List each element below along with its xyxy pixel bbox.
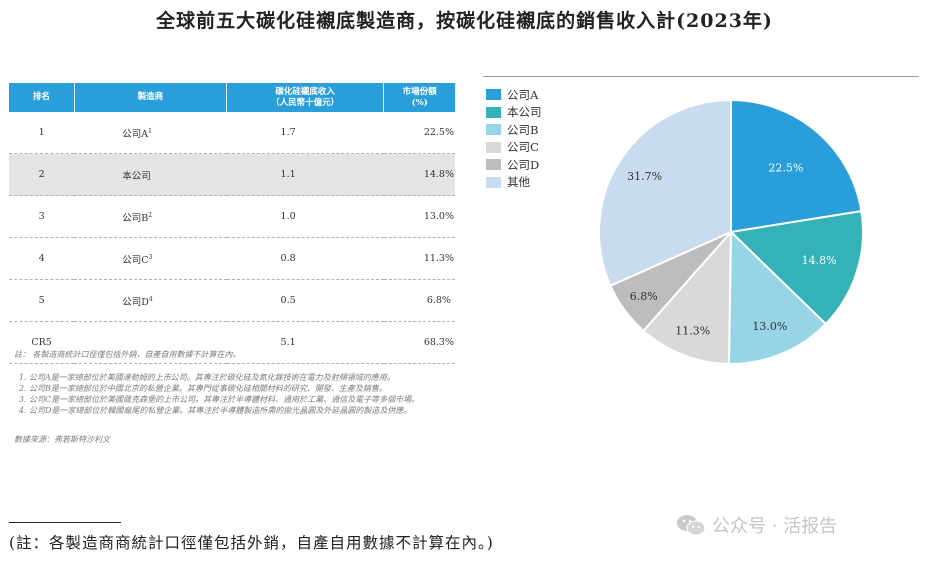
share-cell: 68.3% — [383, 321, 455, 364]
legend-label: 公司B — [507, 122, 539, 137]
pie-data-label: 6.8% — [630, 290, 658, 303]
revenue-cell: 0.5 — [226, 279, 384, 322]
share-cell: 11.3% — [383, 237, 455, 280]
legend-item: 公司B — [486, 121, 542, 139]
footnote-ref: 4 — [148, 295, 153, 303]
legend-swatch — [486, 106, 501, 118]
note-item: 公司B是一家總部位於中國北京的私營企業。其專門從事碳化硅相關材料的研究、開發、生… — [29, 383, 494, 394]
notes-intro: 註： 各製造商統計口徑僅包括外銷，自產自用數據不計算在內。 — [14, 350, 241, 359]
legend-label: 公司C — [507, 140, 539, 155]
pie-data-label: 14.8% — [802, 254, 837, 267]
legend-swatch — [486, 159, 501, 171]
rank-cell: 2 — [9, 153, 75, 196]
wechat-icon — [677, 515, 706, 536]
data-source: 數據來源：弗若斯特沙利文 — [14, 435, 110, 444]
revenue-cell: 1.7 — [226, 112, 384, 154]
header-revenue: 碳化硅襯底收入 （人民幣十億元） — [226, 83, 385, 112]
legend-item: 公司C — [486, 139, 542, 157]
rank-cell: 5 — [9, 279, 75, 322]
pie-slice — [598, 98, 732, 288]
rank-cell: 3 — [9, 195, 75, 238]
share-cell: 22.5% — [383, 112, 455, 154]
legend-item: 其他 — [486, 174, 542, 192]
notes-block: 註： 各製造商統計口徑僅包括外銷，自產自用數據不計算在內。 公司A是一家總部位於… — [14, 349, 494, 445]
share-cell: 6.8% — [383, 279, 455, 322]
legend-label: 本公司 — [507, 105, 542, 120]
pie-slice — [730, 98, 863, 234]
note-item: 公司D是一家總部位於韓國龜尾的私營企業。其專注於半導體製造所需的拋光晶圓及外延晶… — [29, 405, 494, 416]
rank-cell: 4 — [9, 237, 75, 280]
pie-slice — [728, 210, 864, 326]
footnote: (註：各製造商商統計口徑僅包括外銷，自產自用數據不計算在內。) — [9, 534, 494, 552]
footnote-ref: 3 — [148, 253, 153, 261]
revenue-cell: 5.1 — [226, 321, 384, 364]
revenue-cell: 1.1 — [226, 153, 384, 196]
table-row: 2 本公司 1.1 14.8% — [9, 153, 455, 196]
table-row: CR5 5.1 68.3% — [9, 321, 455, 364]
manufacturer-cell: 公司D4 — [74, 279, 227, 322]
pie-slice — [727, 229, 828, 365]
header-line: 市場份額 — [402, 86, 437, 97]
footnote-divider — [9, 522, 121, 523]
note-item: 公司C是一家總部位於美國薩克森堡的上市公司。其專注於半導體材料、通用於工業、通信… — [29, 394, 494, 405]
watermark-text: 公众号 · 活报告 — [712, 516, 838, 537]
pie-data-label: 31.7% — [627, 170, 662, 183]
manufacturer-table: 排名 製造商 碳化硅襯底收入 （人民幣十億元） 市場份額 (%) 1 公司A1 1.7 2… — [9, 83, 455, 364]
header-manufacturer: 製造商 — [74, 83, 228, 112]
watermark: 公众号 · 活报告 — [676, 512, 837, 538]
legend-item: 公司A — [486, 86, 542, 104]
legend-swatch — [486, 124, 501, 136]
legend-label: 公司D — [507, 157, 540, 172]
header-share: 市場份額 (%) — [383, 83, 455, 112]
header-line: （人民幣十億元） — [271, 97, 340, 108]
pie-data-label: 11.3% — [675, 324, 710, 337]
legend-item: 公司D — [486, 156, 542, 174]
pie-data-label: 13.0% — [752, 320, 787, 333]
legend-swatch — [486, 141, 501, 153]
rank-cell: 1 — [9, 112, 75, 154]
table-header-row: 排名 製造商 碳化硅襯底收入 （人民幣十億元） 市場份額 (%) — [9, 83, 455, 112]
table-row: 4 公司C3 0.8 11.3% — [9, 237, 455, 280]
header-line: 碳化硅襯底收入 — [275, 86, 335, 97]
legend-label: 其他 — [507, 175, 530, 190]
chart-legend: 公司A 本公司公司B 公司C 公司D 其他 — [486, 86, 542, 191]
pie-data-label: 22.5% — [768, 162, 803, 175]
share-cell: 13.0% — [383, 195, 455, 238]
header-rank: 排名 — [9, 83, 75, 112]
revenue-cell: 0.8 — [226, 237, 384, 280]
manufacturer-cell: 公司B2 — [74, 195, 227, 238]
footnote-ref: 1 — [148, 127, 152, 135]
header-line: 製造商 — [137, 92, 164, 102]
legend-label: 公司A — [507, 87, 539, 102]
manufacturer-cell: 本公司 — [74, 153, 227, 196]
legend-item: 本公司 — [486, 104, 542, 122]
share-cell: 14.8% — [383, 153, 455, 196]
table-row: 1 公司A1 1.7 22.5% — [9, 112, 455, 154]
revenue-cell: 1.0 — [226, 195, 384, 238]
pie-slice — [642, 229, 733, 365]
rank-cell: CR5 — [9, 321, 75, 364]
manufacturer-cell: 公司A1 — [74, 112, 227, 154]
chart-top-rule — [483, 76, 919, 77]
header-line: 排名 — [32, 92, 50, 102]
legend-swatch — [486, 176, 501, 188]
table-row: 3 公司B2 1.0 13.0% — [9, 195, 455, 238]
table-row: 5 公司D4 0.5 6.8% — [9, 279, 455, 322]
legend-swatch — [486, 89, 501, 101]
footnote-ref: 2 — [148, 211, 153, 219]
header-line: (%) — [411, 97, 428, 108]
manufacturer-cell: 公司C3 — [74, 237, 227, 280]
page-title: 全球前五大碳化硅襯底製造商，按碳化硅襯底的銷售收入計(2023年) — [156, 10, 773, 32]
manufacturer-cell — [74, 321, 227, 364]
note-item: 公司A是一家總部位於美國達勒姆的上市公司。其專注於碳化硅及氮化鎵技術在電力及射頻… — [29, 372, 494, 383]
